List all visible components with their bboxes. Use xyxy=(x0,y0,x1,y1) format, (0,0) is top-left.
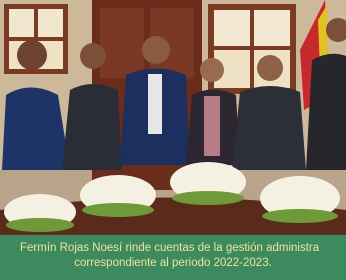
photo xyxy=(0,0,346,235)
caption-line: correspondiente al periodo 2022-2023. xyxy=(0,256,346,271)
caption-bar: Fermín Rojas Noesí rinde cuentas de la g… xyxy=(0,235,346,280)
news-card: Fermín Rojas Noesí rinde cuentas de la g… xyxy=(0,0,346,280)
caption-line: Fermín Rojas Noesí rinde cuentas de la g… xyxy=(0,241,346,256)
